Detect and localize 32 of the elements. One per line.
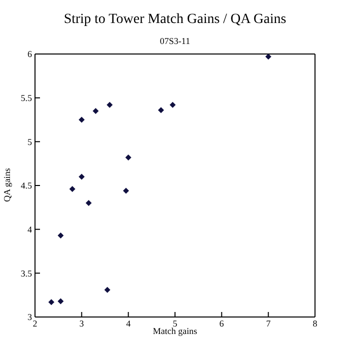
point bbox=[58, 298, 64, 304]
point bbox=[265, 54, 272, 60]
y-tick-label: 5 bbox=[28, 136, 32, 147]
point bbox=[104, 286, 110, 293]
point bbox=[170, 102, 176, 108]
y-tick-label: 3.5 bbox=[20, 268, 32, 278]
point bbox=[125, 154, 132, 160]
point bbox=[158, 107, 164, 114]
x-tick-label: 2 bbox=[32, 318, 38, 328]
y-tick-label: 5.5 bbox=[20, 93, 32, 104]
y-axis-title: QA gains bbox=[2, 167, 12, 204]
point bbox=[106, 102, 113, 108]
x-tick-label: 5 bbox=[172, 318, 178, 328]
x-tick-label: 3 bbox=[79, 318, 84, 328]
chart-subtitle: 07S3-11 bbox=[158, 36, 192, 46]
point bbox=[69, 186, 76, 192]
x-tick-label: 4 bbox=[126, 318, 132, 328]
y-tick-label: 4.5 bbox=[20, 180, 32, 191]
point bbox=[58, 232, 64, 238]
point bbox=[92, 108, 99, 114]
y-tick-label: 6 bbox=[28, 49, 32, 60]
point bbox=[86, 200, 92, 206]
x-axis-title: Match gains bbox=[152, 326, 198, 336]
chart-title: Strip to Tower Match Gains / QA Gains bbox=[62, 12, 288, 28]
x-tick-label: 7 bbox=[266, 318, 272, 328]
point bbox=[78, 116, 85, 123]
y-tick-label: 4 bbox=[28, 224, 32, 235]
point bbox=[78, 174, 85, 180]
x-tick-label: 6 bbox=[219, 318, 224, 328]
point bbox=[48, 299, 54, 306]
x-tick-label: 8 bbox=[312, 318, 318, 328]
point bbox=[123, 188, 129, 194]
